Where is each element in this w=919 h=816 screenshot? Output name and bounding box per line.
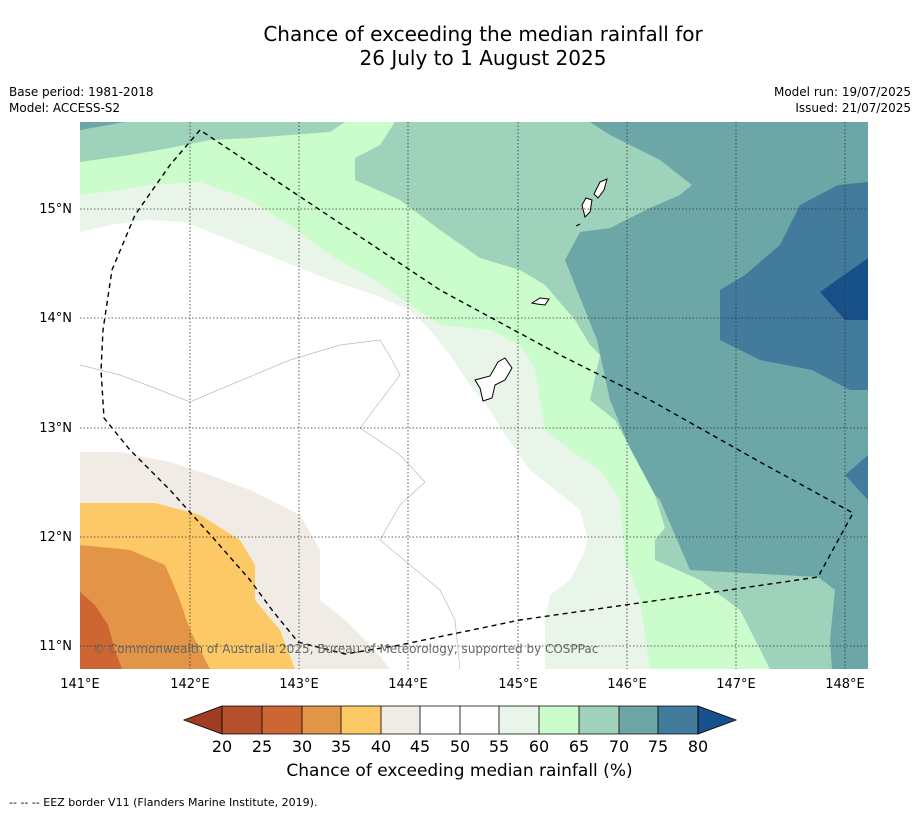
- colorbar-above80: [697, 705, 738, 735]
- colorbar: 20 25 30 35 40 45 50 55 60 65 70 75 80: [182, 705, 738, 756]
- island-saipan: [593, 178, 608, 199]
- colorbar-65-70: [579, 706, 619, 734]
- lat-label: 13°N: [39, 421, 72, 436]
- colorbar-tick: 50: [450, 737, 470, 756]
- colorbar-tick: 60: [529, 737, 549, 756]
- contour-30-35: [80, 545, 210, 669]
- lon-label: 145°E: [498, 677, 538, 692]
- lat-label: 12°N: [39, 530, 72, 545]
- colorbar-tick: 80: [688, 737, 708, 756]
- colorbar-tick: 70: [609, 737, 629, 756]
- lat-axis: 15°N 14°N 13°N 12°N 11°N: [39, 202, 72, 654]
- model-name: Model: ACCESS-S2: [9, 101, 121, 115]
- eez-legend-footer: -- -- -- EEZ border V11 (Flanders Marine…: [9, 796, 318, 809]
- colorbar-35-40: [341, 706, 381, 734]
- colorbar-below20: [182, 705, 223, 735]
- meta-right: Model run: 19/07/2025 Issued: 21/07/2025: [774, 84, 911, 116]
- copyright-notice: © Commonwealth of Australia 2025, Bureau…: [93, 642, 598, 656]
- island-rota: [530, 297, 550, 306]
- colorbar-60-65: [539, 706, 579, 734]
- colorbar-55-60: [499, 706, 539, 734]
- lat-label: 15°N: [39, 202, 72, 217]
- lat-label: 14°N: [39, 311, 72, 326]
- colorbar-75-80: [658, 706, 698, 734]
- island-tinian: [581, 197, 593, 218]
- colorbar-40-45: [381, 706, 420, 734]
- lon-label: 143°E: [279, 677, 319, 692]
- eez-border: [100, 129, 854, 655]
- colorbar-70-75: [619, 706, 658, 734]
- map-contours: © Commonwealth of Australia 2025, Bureau…: [80, 122, 868, 669]
- colorbar-25-30: [262, 706, 302, 734]
- colorbar-50-55: [460, 706, 499, 734]
- base-period: Base period: 1981-2018: [9, 85, 154, 99]
- chart-title-line2: 26 July to 1 August 2025: [359, 46, 607, 70]
- colorbar-title: Chance of exceeding median rainfall (%): [286, 761, 633, 781]
- colorbar-tick: 45: [410, 737, 430, 756]
- colorbar-tick: 75: [648, 737, 668, 756]
- issued-date: Issued: 21/07/2025: [795, 101, 911, 115]
- lon-label: 141°E: [60, 677, 100, 692]
- contour-75-80-b: [845, 455, 868, 500]
- lon-axis: 141°E 142°E 143°E 144°E 145°E 146°E 147°…: [60, 677, 865, 692]
- lon-label: 142°E: [170, 677, 210, 692]
- colorbar-tick: 65: [569, 737, 589, 756]
- colorbar-tick: 35: [331, 737, 351, 756]
- contour-75-80: [720, 182, 868, 390]
- lon-label: 148°E: [825, 677, 865, 692]
- colorbar-tick: 30: [292, 737, 312, 756]
- meta-left: Base period: 1981-2018 Model: ACCESS-S2: [9, 84, 154, 116]
- colorbar-tick: 20: [212, 737, 232, 756]
- model-run: Model run: 19/07/2025: [773, 85, 911, 99]
- lon-label: 144°E: [388, 677, 428, 692]
- contour-line-1: [80, 339, 461, 669]
- rainfall-map: © Commonwealth of Australia 2025, Bureau…: [39, 122, 868, 756]
- chart-title-line1: Chance of exceeding the median rainfall …: [263, 22, 703, 46]
- colorbar-tick: 25: [252, 737, 272, 756]
- island-aguijan: [575, 223, 581, 227]
- colorbar-20-25: [222, 706, 262, 734]
- colorbar-30-35: [302, 706, 341, 734]
- contour-65-70-nw: [80, 122, 345, 162]
- contour-25-30: [80, 592, 122, 669]
- lat-label: 11°N: [39, 639, 72, 654]
- lon-label: 147°E: [716, 677, 756, 692]
- colorbar-tick: 55: [489, 737, 509, 756]
- contour-70-75-nw: [80, 122, 125, 130]
- colorbar-tick: 40: [371, 737, 391, 756]
- island-guam: [474, 357, 513, 402]
- contour-above80: [820, 258, 868, 320]
- colorbar-45-50: [420, 706, 460, 734]
- lon-label: 146°E: [607, 677, 647, 692]
- gridlines: [80, 122, 868, 669]
